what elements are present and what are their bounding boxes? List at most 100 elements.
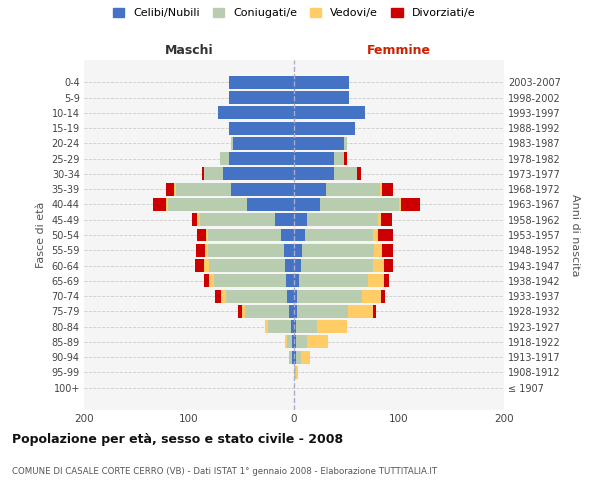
Bar	[294, 350, 296, 364]
Bar	[320, 198, 399, 211]
Bar	[347, 305, 373, 318]
Bar	[292, 350, 294, 364]
Bar	[229, 91, 294, 104]
Bar	[221, 290, 226, 302]
Text: COMUNE DI CASALE CORTE CERRO (VB) - Dati ISTAT 1° gennaio 2008 - Elaborazione TU: COMUNE DI CASALE CORTE CERRO (VB) - Dati…	[12, 468, 437, 476]
Bar	[380, 182, 382, 196]
Legend: Celibi/Nubili, Coniugati/e, Vedovi/e, Divorziati/e: Celibi/Nubili, Coniugati/e, Vedovi/e, Di…	[111, 6, 477, 20]
Bar	[294, 320, 296, 333]
Bar	[296, 350, 301, 364]
Bar	[378, 214, 381, 226]
Bar	[296, 366, 298, 379]
Bar	[196, 259, 204, 272]
Bar	[204, 168, 223, 180]
Bar	[229, 76, 294, 89]
Bar	[296, 336, 307, 348]
Bar	[199, 214, 275, 226]
Bar	[289, 305, 294, 318]
Bar	[174, 182, 176, 196]
Bar	[206, 228, 208, 241]
Bar	[294, 106, 365, 120]
Bar	[218, 106, 294, 120]
Bar	[294, 214, 307, 226]
Bar	[299, 274, 367, 287]
Bar	[204, 274, 209, 287]
Bar	[166, 198, 168, 211]
Bar	[399, 198, 401, 211]
Bar	[214, 274, 286, 287]
Bar	[294, 259, 301, 272]
Bar	[209, 259, 284, 272]
Bar	[401, 198, 420, 211]
Bar	[297, 305, 347, 318]
Bar	[226, 290, 287, 302]
Bar	[284, 259, 294, 272]
Bar	[168, 198, 247, 211]
Bar	[373, 305, 376, 318]
Bar	[284, 336, 287, 348]
Bar	[154, 198, 166, 211]
Bar	[294, 305, 297, 318]
Bar	[307, 214, 378, 226]
Bar	[325, 182, 380, 196]
Bar	[192, 214, 197, 226]
Bar	[238, 305, 241, 318]
Bar	[205, 244, 208, 256]
Bar	[294, 182, 325, 196]
Bar	[296, 320, 317, 333]
Bar	[357, 168, 361, 180]
Bar	[223, 168, 294, 180]
Bar	[208, 228, 281, 241]
Bar	[176, 182, 231, 196]
Bar	[215, 290, 221, 302]
Bar	[378, 228, 392, 241]
Bar	[294, 152, 334, 165]
Bar	[382, 244, 392, 256]
Bar	[294, 76, 349, 89]
Bar	[281, 228, 294, 241]
Text: Popolazione per età, sesso e stato civile - 2008: Popolazione per età, sesso e stato civil…	[12, 432, 343, 446]
Y-axis label: Anni di nascita: Anni di nascita	[571, 194, 580, 276]
Bar	[231, 182, 294, 196]
Bar	[229, 152, 294, 165]
Bar	[307, 336, 328, 348]
Bar	[197, 214, 199, 226]
Bar	[202, 168, 204, 180]
Bar	[382, 182, 392, 196]
Bar	[305, 228, 373, 241]
Bar	[284, 244, 294, 256]
Bar	[166, 182, 175, 196]
Bar	[292, 336, 294, 348]
Bar	[287, 290, 294, 302]
Bar	[287, 336, 292, 348]
Bar	[373, 259, 385, 272]
Bar	[294, 122, 355, 134]
Bar	[385, 274, 389, 287]
Bar	[196, 244, 205, 256]
Text: Maschi: Maschi	[164, 44, 214, 58]
Bar	[385, 259, 392, 272]
Bar	[233, 137, 294, 150]
Bar	[209, 274, 214, 287]
Bar	[294, 198, 320, 211]
Bar	[301, 350, 310, 364]
Bar	[294, 336, 296, 348]
Bar	[245, 305, 289, 318]
Bar	[381, 214, 392, 226]
Bar	[294, 137, 344, 150]
Y-axis label: Fasce di età: Fasce di età	[36, 202, 46, 268]
Bar	[381, 290, 385, 302]
Bar	[265, 320, 268, 333]
Bar	[294, 290, 297, 302]
Bar	[241, 305, 245, 318]
Bar	[268, 320, 291, 333]
Bar	[221, 152, 229, 165]
Bar	[301, 259, 373, 272]
Bar	[294, 274, 299, 287]
Bar	[204, 259, 209, 272]
Bar	[334, 152, 344, 165]
Bar	[317, 320, 347, 333]
Bar	[297, 290, 362, 302]
Bar	[367, 274, 385, 287]
Bar	[294, 91, 349, 104]
